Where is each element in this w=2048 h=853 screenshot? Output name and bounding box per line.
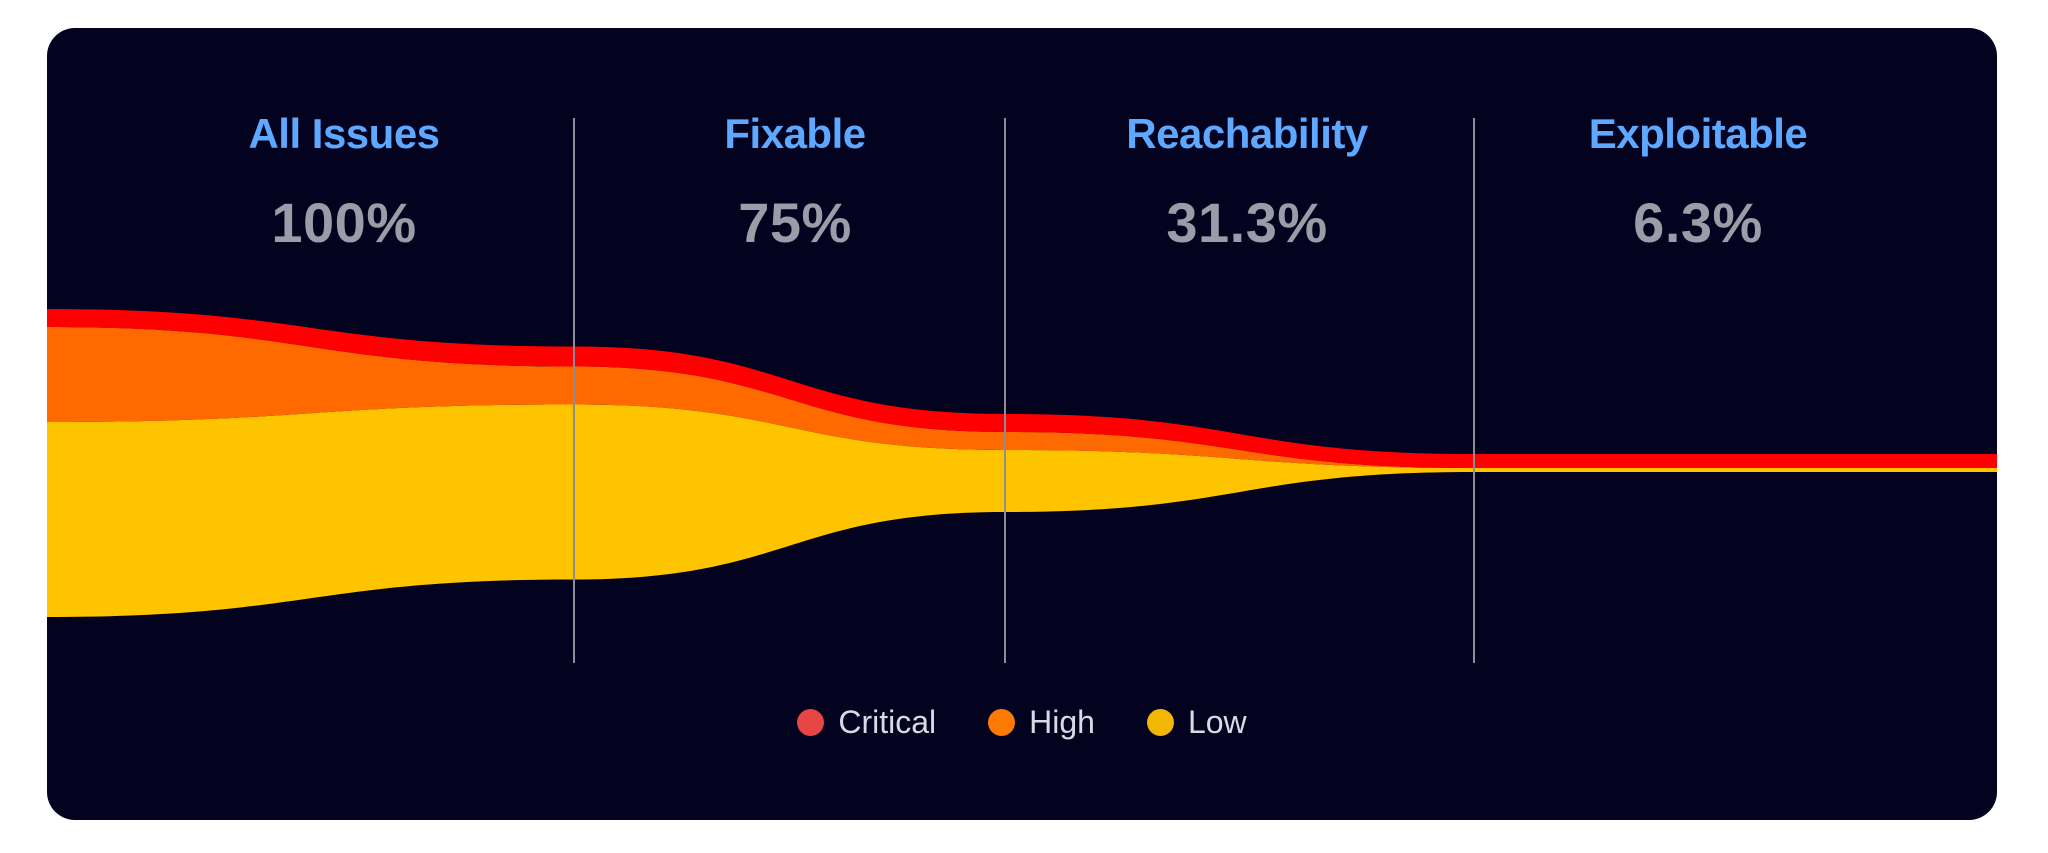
legend-label-low: Low [1187,704,1247,740]
legend-dot-critical [797,709,825,736]
stage-value-all-issues: 100% [271,191,417,254]
legend-item-critical[interactable]: Critical [797,704,936,741]
stage-value-fixable: 75% [738,191,852,254]
area-series-critical[interactable] [47,309,1997,468]
chart-card: All Issues 100% Fixable 75% Reachability… [47,28,1997,820]
legend-label-critical: Critical [838,704,937,740]
chart-legend: Critical High Low [47,704,1997,741]
stage-title-fixable: Fixable [724,110,866,157]
stage-title-all-issues: All Issues [248,110,440,157]
legend-dot-low [1146,709,1174,736]
legend-item-high[interactable]: High [988,704,1095,741]
funnel-area-chart [47,118,1997,663]
series-areas [47,309,1997,617]
stage-dividers [573,118,1475,663]
stage-value-reachability: 31.3% [1166,191,1328,254]
stage-value-exploitable: 6.3% [1633,191,1763,254]
legend-label-high: High [1029,704,1095,740]
legend-item-low[interactable]: Low [1146,704,1247,741]
legend-dot-high [988,709,1016,736]
chart-stage-area: All Issues 100% Fixable 75% Reachability… [47,28,1997,820]
stage-title-exploitable: Exploitable [1588,110,1808,157]
area-series-high[interactable] [47,327,1997,468]
area-series-low[interactable] [47,404,1997,618]
stage-title-reachability: Reachability [1126,110,1368,157]
